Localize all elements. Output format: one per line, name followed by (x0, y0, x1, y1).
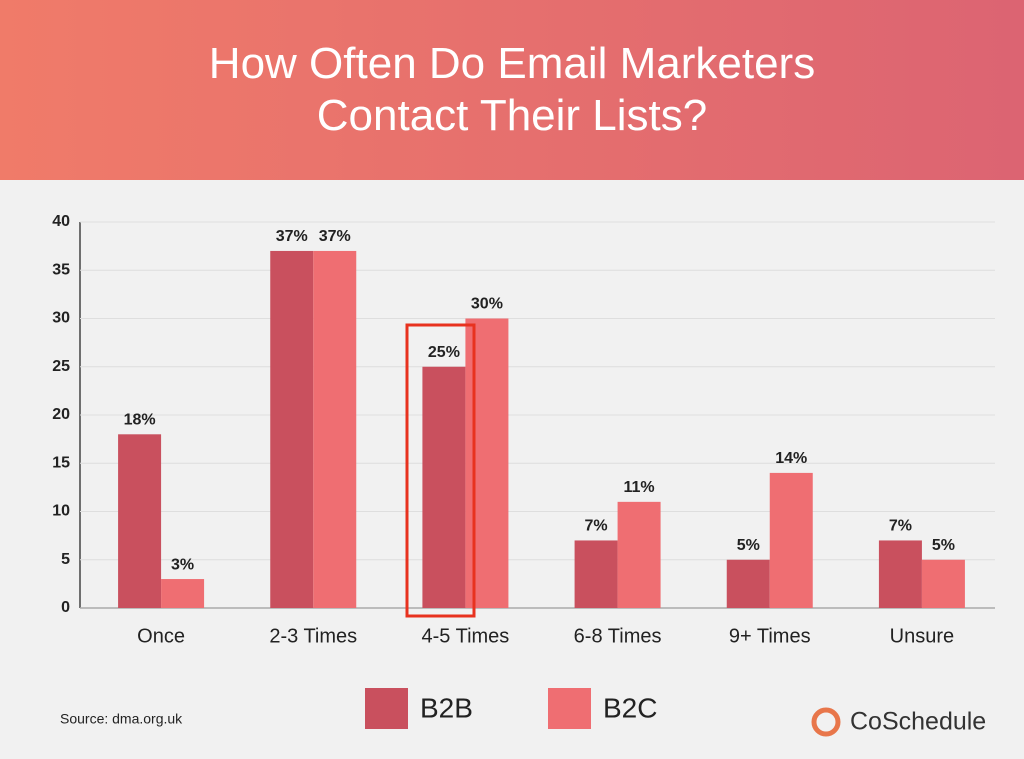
y-tick-label: 20 (52, 406, 70, 423)
value-label: 18% (124, 412, 156, 429)
x-tick-label: 2-3 Times (269, 625, 357, 647)
x-tick-label: Once (137, 625, 185, 647)
highlight-box (405, 323, 476, 618)
bar (118, 434, 162, 608)
value-label: 5% (737, 537, 760, 554)
y-tick-label: 40 (52, 213, 70, 230)
value-label: 37% (319, 228, 351, 245)
source: Source: dma.org.uk (60, 711, 183, 727)
legend-label: B2C (603, 692, 657, 723)
y-tick-label: 25 (52, 358, 70, 375)
bar (465, 318, 509, 608)
bar (726, 559, 770, 608)
legend-label: B2B (420, 692, 473, 723)
value-label: 25% (428, 344, 460, 361)
bar (422, 366, 466, 608)
bar (921, 559, 965, 608)
bar (617, 501, 661, 608)
y-tick-label: 0 (61, 599, 70, 616)
bar (270, 250, 314, 608)
legend-swatch (548, 688, 591, 729)
value-label: 7% (889, 518, 912, 535)
y-tick-label: 10 (52, 503, 70, 520)
value-label: 14% (775, 450, 807, 467)
bar (313, 250, 357, 608)
y-tick-label: 15 (52, 454, 70, 471)
y-tick-label: 30 (52, 310, 70, 327)
bar (769, 472, 813, 608)
brand-logo (811, 707, 841, 737)
bar (574, 540, 618, 608)
legend-swatch (365, 688, 408, 729)
bar (878, 540, 922, 608)
x-tick-label: 9+ Times (729, 625, 811, 647)
y-tick-label: 5 (61, 551, 70, 568)
header: How Often Do Email Marketers Contact The… (0, 0, 1024, 180)
bar (161, 579, 205, 608)
x-tick-label: Unsure (890, 625, 954, 647)
value-label: 5% (932, 537, 955, 554)
x-tick-label: 6-8 Times (574, 625, 662, 647)
value-label: 11% (624, 479, 655, 496)
value-label: 3% (171, 556, 194, 573)
value-label: 30% (471, 296, 503, 313)
y-tick-label: 35 (52, 261, 70, 278)
chart-title: How Often Do Email Marketers Contact The… (208, 39, 816, 140)
brand: CoSchedule (850, 708, 986, 736)
x-tick-label: 4-5 Times (422, 625, 510, 647)
value-label: 37% (276, 228, 308, 245)
value-label: 7% (585, 518, 608, 535)
